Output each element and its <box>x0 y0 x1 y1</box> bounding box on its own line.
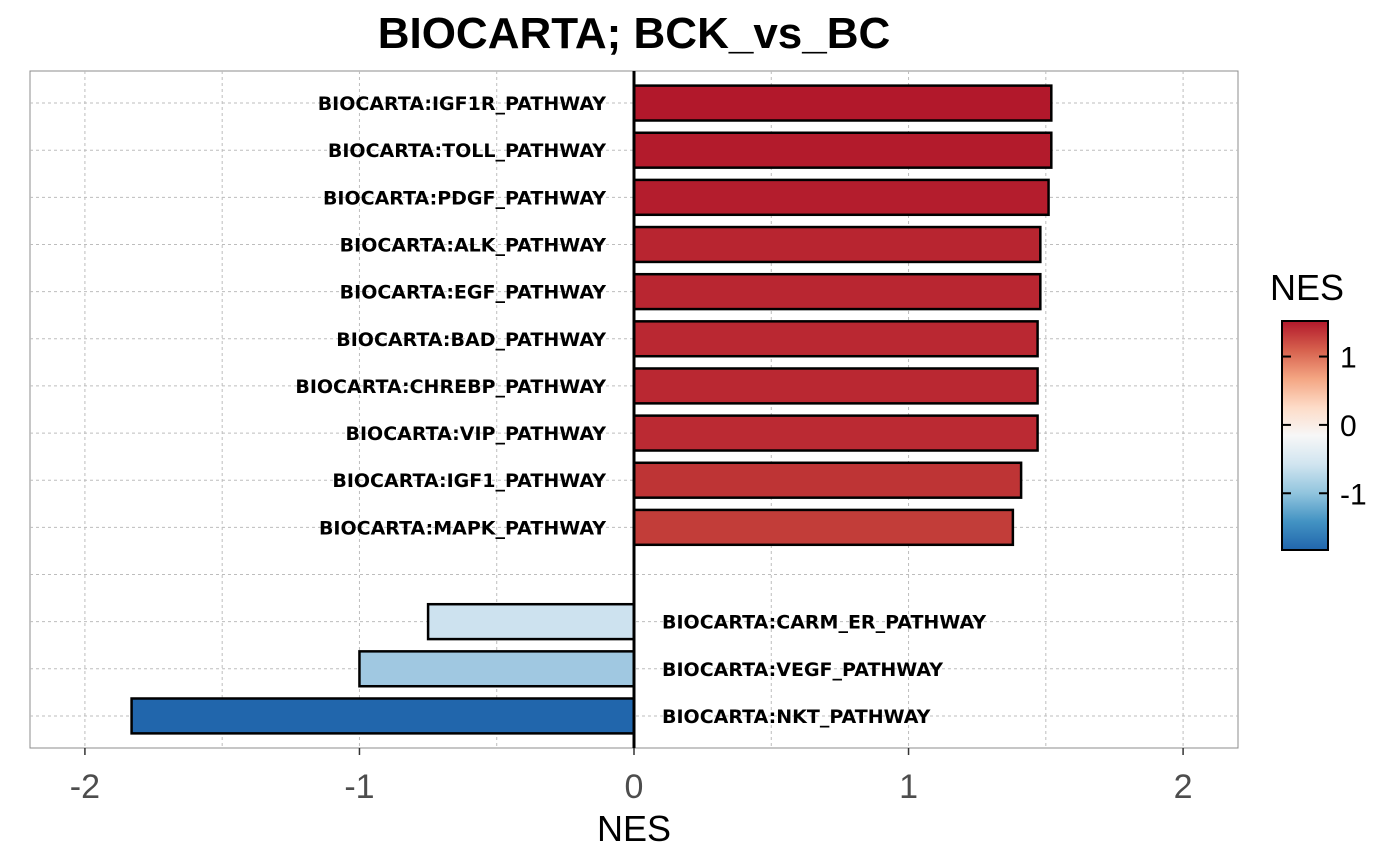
x-tick-label: -1 <box>344 768 374 806</box>
bar <box>426 602 636 641</box>
bar-label: BIOCARTA:VIP_PATHWAY <box>346 423 607 445</box>
bar <box>632 367 1039 405</box>
chart-title: BIOCARTA; BCK_vs_BC <box>378 9 891 58</box>
colorbar-tick-label: -1 <box>1340 478 1367 511</box>
bar <box>632 178 1050 217</box>
colorbar-tick-label: 0 <box>1340 410 1357 443</box>
x-axis-ticks: -2 -1 0 1 2 <box>70 748 1193 806</box>
x-tick-label: 0 <box>625 768 644 806</box>
x-tick-label: 2 <box>1174 768 1193 806</box>
x-axis-title: NES <box>597 808 671 849</box>
bar-label: BIOCARTA:ALK_PATHWAY <box>340 234 607 256</box>
bar <box>632 320 1039 358</box>
colorbar-legend: NES 1 0 -1 <box>1270 267 1367 551</box>
bar-label: BIOCARTA:MAPK_PATHWAY <box>319 517 606 539</box>
bar-label: BIOCARTA:NKT_PATHWAY <box>662 706 931 728</box>
bar-label: BIOCARTA:TOLL_PATHWAY <box>328 140 606 162</box>
bar <box>632 225 1042 264</box>
bar-labels-group: BIOCARTA:IGF1R_PATHWAY BIOCARTA:TOLL_PATH… <box>295 93 986 728</box>
grid-lines <box>30 71 1238 748</box>
bar-label: BIOCARTA:PDGF_PATHWAY <box>323 187 606 209</box>
colorbar <box>1281 320 1329 551</box>
legend-title: NES <box>1270 267 1344 308</box>
bar-label: BIOCARTA:VEGF_PATHWAY <box>662 659 943 681</box>
bar <box>632 508 1015 547</box>
bar-label: BIOCARTA:CARM_ER_PATHWAY <box>662 612 986 634</box>
colorbar-tick-label: 1 <box>1340 342 1357 375</box>
bar <box>632 131 1053 169</box>
bars-group <box>130 71 1053 748</box>
bar-label: BIOCARTA:IGF1_PATHWAY <box>332 470 606 492</box>
bar <box>632 84 1053 122</box>
bar <box>632 461 1023 499</box>
bar <box>632 414 1039 452</box>
bar <box>358 650 636 688</box>
bar-label: BIOCARTA:CHREBP_PATHWAY <box>295 376 606 398</box>
x-tick-label: -2 <box>70 768 100 806</box>
bar-label: BIOCARTA:BAD_PATHWAY <box>336 329 606 351</box>
bar <box>130 697 636 735</box>
bar-label: BIOCARTA:EGF_PATHWAY <box>340 282 607 304</box>
bar-label: BIOCARTA:IGF1R_PATHWAY <box>318 93 607 115</box>
x-tick-label: 1 <box>899 768 918 806</box>
bar <box>632 272 1042 311</box>
